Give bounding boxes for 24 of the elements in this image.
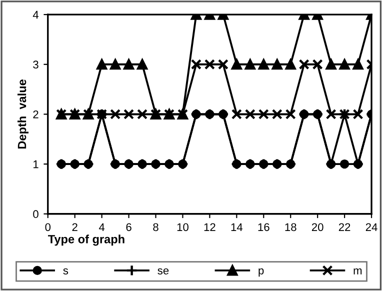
y-tick-label: 2 — [33, 110, 38, 118]
x-tick-label: 4 — [98, 223, 105, 231]
y-tick-label: 4 — [32, 10, 39, 19]
x-tick-label: 24 — [366, 223, 378, 231]
x-tick-label: 12 — [204, 223, 216, 231]
x-tick-label: 22 — [338, 223, 350, 231]
x-tick-label: 16 — [258, 223, 270, 232]
y-tick-label: 0 — [33, 210, 38, 218]
legend-label: se — [158, 268, 169, 274]
y-axis-title: Depth value — [17, 80, 28, 149]
x-tick-label: 10 — [177, 223, 188, 232]
x-tick-label: 2 — [72, 223, 78, 231]
x-tick-label: 6 — [126, 223, 132, 232]
x-tick-label: 18 — [285, 223, 296, 232]
x-tick-label: 20 — [312, 223, 324, 232]
x-axis-title: Type of graph — [48, 234, 124, 246]
legend-label: p — [258, 268, 264, 277]
x-tick-label: 14 — [231, 223, 243, 231]
y-tick-label: 3 — [33, 60, 38, 69]
legend-label: m — [354, 268, 362, 274]
x-tick-label: 0 — [45, 223, 51, 232]
legend-label: s — [63, 268, 68, 274]
x-tick-label: 8 — [153, 223, 158, 232]
y-tick-label: 1 — [34, 160, 38, 168]
